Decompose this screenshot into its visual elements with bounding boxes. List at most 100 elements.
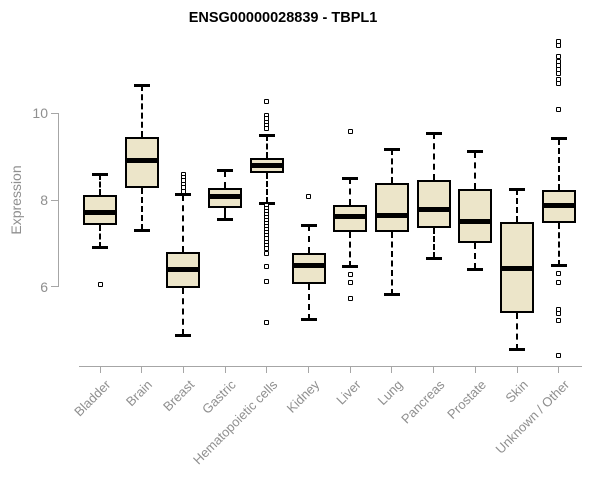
x-axis-tick: [141, 366, 143, 373]
outlier-point: [347, 295, 353, 301]
box: [458, 189, 493, 244]
x-axis-tick: [308, 366, 309, 373]
chart-title: ENSG00000028839 - TBPL1: [188, 10, 378, 26]
upper-whisker-cap: [217, 169, 234, 173]
x-axis-label: Skin: [502, 377, 531, 406]
box: [83, 194, 117, 226]
upper-whisker-cap: [175, 193, 192, 197]
outlier-point: [264, 99, 270, 105]
lower-whisker-line: [307, 284, 310, 320]
upper-whisker-cap: [509, 187, 525, 191]
median-line: [460, 218, 491, 224]
x-axis-label: Breast: [159, 377, 198, 415]
outlier-point: [264, 125, 270, 131]
outlier-point: [556, 43, 562, 49]
x-axis-label: Pancreas: [397, 377, 448, 427]
median-line: [126, 157, 157, 163]
x-axis-line: [79, 366, 582, 367]
median-line: [335, 213, 366, 219]
median-line: [85, 210, 115, 216]
lower-whisker-cap: [258, 201, 275, 205]
lower-whisker-cap: [217, 218, 234, 222]
outlier-point: [264, 279, 270, 285]
x-axis-tick: [99, 366, 101, 373]
outlier-point: [264, 264, 270, 270]
outlier-point: [556, 81, 562, 87]
upper-whisker-line: [265, 135, 268, 159]
median-line: [293, 263, 324, 269]
outlier-point: [180, 188, 186, 194]
upper-whisker-line: [99, 174, 101, 195]
x-axis-tick: [349, 366, 351, 373]
outlier-point: [347, 129, 353, 135]
lower-whisker-cap: [175, 333, 192, 337]
upper-whisker-line: [557, 138, 560, 191]
x-axis-tick: [433, 366, 435, 373]
y-axis-tick: [51, 112, 58, 114]
median-line: [543, 202, 574, 208]
upper-whisker-line: [349, 178, 352, 206]
upper-whisker-line: [224, 170, 227, 188]
lower-whisker-line: [140, 188, 143, 231]
box: [291, 253, 326, 285]
median-line: [251, 163, 282, 169]
lower-whisker-line: [516, 313, 518, 350]
upper-whisker-line: [432, 133, 435, 181]
outlier-point: [556, 71, 562, 77]
lower-whisker-line: [557, 222, 560, 266]
upper-whisker-line: [307, 225, 310, 254]
outlier-point: [556, 318, 562, 324]
lower-whisker-cap: [383, 293, 400, 297]
lower-whisker-cap: [550, 264, 567, 268]
lower-whisker-line: [265, 173, 268, 204]
upper-whisker-cap: [467, 150, 484, 153]
outlier-point: [556, 353, 562, 359]
lower-whisker-line: [182, 288, 185, 336]
outlier-point: [347, 279, 353, 285]
median-line: [376, 212, 407, 218]
upper-whisker-cap: [425, 131, 442, 135]
outlier-point: [264, 250, 270, 256]
x-axis-label: Unknown / Other: [492, 377, 573, 457]
x-axis-label: Brain: [123, 377, 156, 410]
x-axis-tick: [558, 366, 560, 373]
x-axis-tick: [474, 366, 476, 373]
x-axis-label: Prostate: [444, 377, 489, 422]
y-axis-tick: [51, 199, 58, 201]
lower-whisker-cap: [509, 348, 525, 352]
x-axis-tick: [391, 366, 393, 373]
outlier-point: [556, 280, 562, 286]
x-axis-tick: [266, 366, 268, 373]
lower-whisker-line: [99, 225, 101, 248]
y-axis-line: [58, 113, 59, 287]
lower-whisker-line: [474, 243, 477, 270]
upper-whisker-cap: [342, 176, 359, 180]
lower-whisker-line: [432, 228, 435, 259]
lower-whisker-line: [349, 231, 352, 267]
lower-whisker-line: [390, 232, 393, 295]
upper-whisker-line: [182, 194, 185, 252]
lower-whisker-cap: [425, 256, 442, 260]
outlier-point: [97, 281, 103, 287]
y-axis-tick: [51, 286, 58, 288]
upper-whisker-cap: [133, 83, 150, 87]
x-axis-label: Bladder: [71, 377, 114, 420]
lower-whisker-cap: [342, 265, 359, 269]
outlier-point: [264, 320, 270, 326]
upper-whisker-line: [516, 189, 518, 222]
lower-whisker-cap: [467, 267, 484, 271]
median-line: [502, 265, 532, 271]
lower-whisker-cap: [300, 318, 317, 322]
x-axis-tick: [182, 366, 184, 373]
x-axis-label: Gastric: [198, 377, 239, 417]
upper-whisker-line: [140, 85, 143, 137]
box: [416, 180, 451, 229]
outlier-point: [347, 272, 353, 278]
box: [374, 183, 409, 233]
x-axis-label: Lung: [374, 377, 406, 409]
median-line: [168, 266, 199, 272]
y-tick-label: 6: [40, 278, 48, 295]
upper-whisker-cap: [383, 147, 400, 151]
outlier-point: [556, 311, 562, 317]
